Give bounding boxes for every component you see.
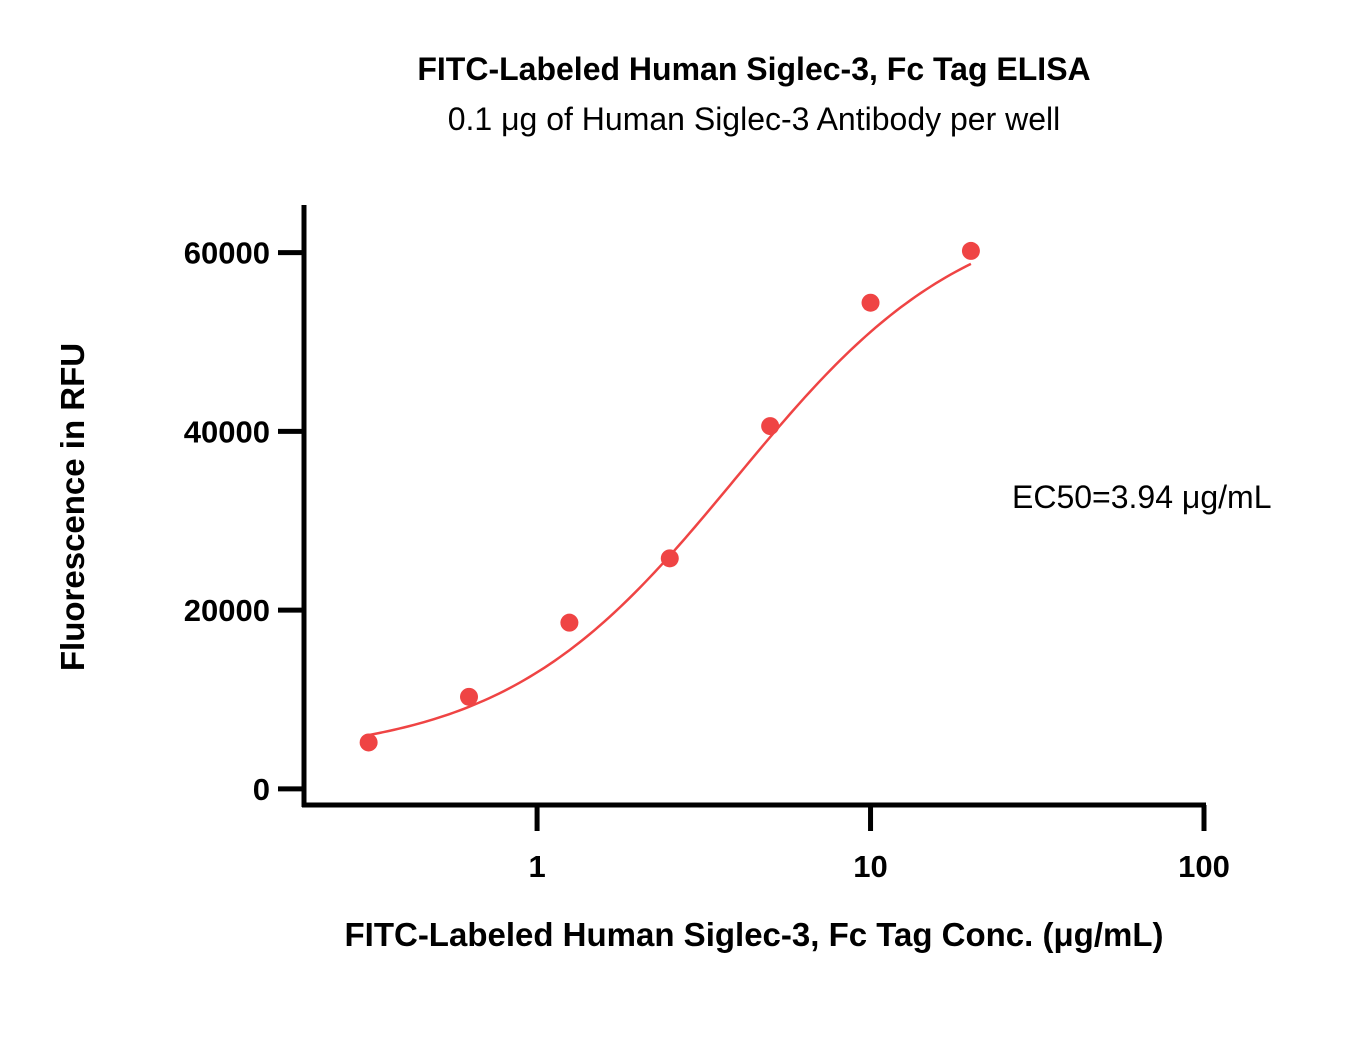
y-tick-label: 0 — [253, 772, 270, 807]
data-points — [359, 241, 980, 752]
ec50-annotation: EC50=3.94 μg/mL — [1012, 479, 1271, 515]
y-axis-label: Fluorescence in RFU — [54, 343, 91, 671]
fit-curve — [368, 262, 972, 737]
x-tick-label: 10 — [853, 849, 887, 884]
chart-subtitle: 0.1 μg of Human Siglec-3 Antibody per we… — [448, 101, 1061, 137]
x-axis-label: FITC-Labeled Human Siglec-3, Fc Tag Conc… — [345, 916, 1164, 953]
x-ticks: 1 10 100 — [528, 805, 1230, 884]
data-point — [861, 293, 880, 312]
data-point — [761, 417, 780, 436]
data-point — [660, 549, 679, 568]
data-point — [560, 613, 579, 632]
x-tick-label: 100 — [1178, 849, 1230, 884]
data-point — [961, 241, 980, 260]
y-tick-label: 20000 — [184, 593, 270, 628]
y-ticks: 0 20000 40000 60000 — [184, 236, 304, 807]
data-point — [460, 687, 479, 706]
chart-title: FITC-Labeled Human Siglec-3, Fc Tag ELIS… — [417, 51, 1090, 87]
y-tick-label: 60000 — [184, 236, 270, 271]
y-axis: 0 20000 40000 60000 — [184, 205, 307, 807]
x-tick-label: 1 — [528, 849, 545, 884]
x-axis: 1 10 100 — [302, 802, 1230, 884]
data-point — [359, 733, 378, 752]
y-tick-label: 40000 — [184, 414, 270, 449]
